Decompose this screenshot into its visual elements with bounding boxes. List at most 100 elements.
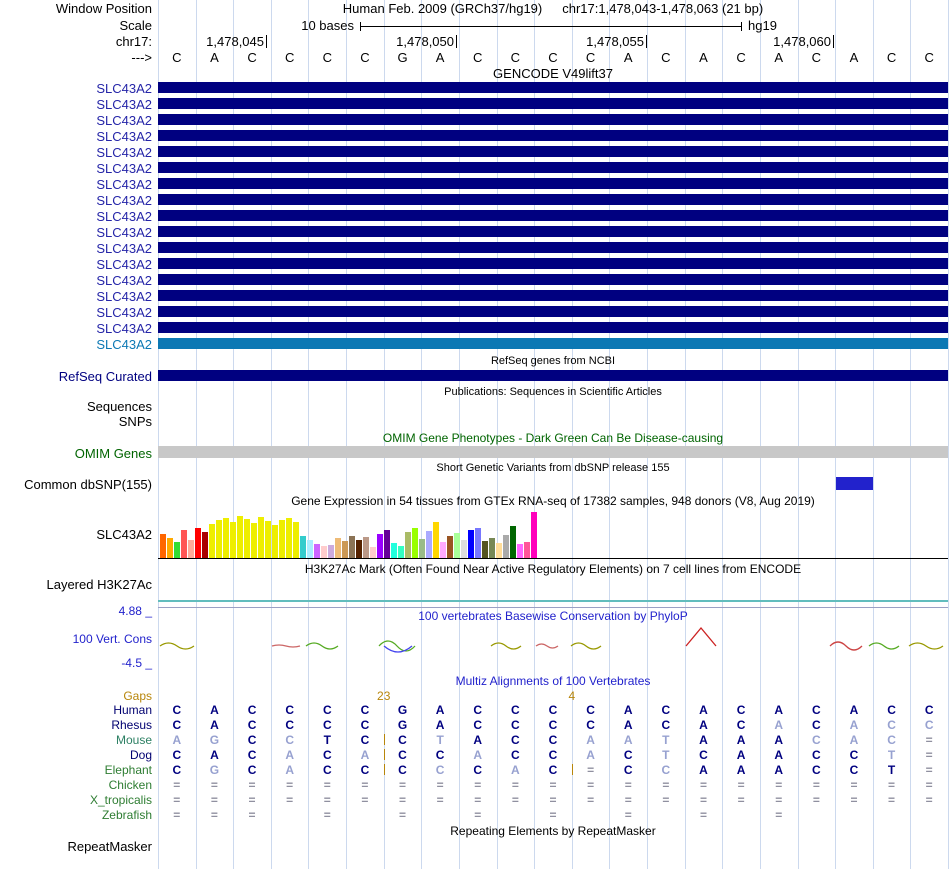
gtex-tissue-bar[interactable] bbox=[174, 542, 180, 558]
gtex-tissue-bar[interactable] bbox=[398, 546, 404, 558]
gencode-item-label[interactable]: SLC43A2 bbox=[96, 257, 152, 272]
gencode-transcript-bar[interactable] bbox=[158, 226, 948, 237]
gencode-item-label[interactable]: SLC43A2 bbox=[96, 129, 152, 144]
gtex-tissue-bar[interactable] bbox=[496, 543, 502, 558]
gencode-transcript-bar[interactable] bbox=[158, 338, 948, 349]
gtex-tissue-bar[interactable] bbox=[209, 524, 215, 558]
gtex-tissue-bar[interactable] bbox=[468, 530, 474, 558]
gencode-item-label[interactable]: SLC43A2 bbox=[96, 145, 152, 160]
gencode-transcript-bar[interactable] bbox=[158, 130, 948, 141]
gencode-transcript-bar[interactable] bbox=[158, 322, 948, 333]
gtex-tissue-bar[interactable] bbox=[195, 528, 201, 558]
gtex-tissue-bar[interactable] bbox=[440, 542, 446, 558]
refseq-curated-label[interactable]: RefSeq Curated bbox=[58, 369, 152, 384]
species-label-zebrafish[interactable]: Zebrafish bbox=[101, 808, 152, 822]
species-label-x_tropicalis[interactable]: X_tropicalis bbox=[89, 793, 152, 807]
gencode-item-label[interactable]: SLC43A2 bbox=[96, 177, 152, 192]
species-label-elephant[interactable]: Elephant bbox=[104, 763, 152, 777]
gencode-item-label[interactable]: SLC43A2 bbox=[96, 209, 152, 224]
gencode-item-label[interactable]: SLC43A2 bbox=[96, 81, 152, 96]
gtex-tissue-bar[interactable] bbox=[328, 545, 334, 558]
gtex-tissue-bar[interactable] bbox=[223, 518, 229, 558]
gtex-tissue-bar[interactable] bbox=[503, 535, 509, 558]
gencode-item-label[interactable]: SLC43A2 bbox=[96, 321, 152, 336]
gtex-tissue-bar[interactable] bbox=[230, 522, 236, 558]
gtex-tissue-bar[interactable] bbox=[461, 540, 467, 558]
gencode-transcript-bar[interactable] bbox=[158, 82, 948, 93]
gtex-tissue-bar[interactable] bbox=[510, 526, 516, 558]
species-label-human[interactable]: Human bbox=[113, 703, 152, 717]
gencode-transcript-bar[interactable] bbox=[158, 114, 948, 125]
refseq-transcript-bar[interactable] bbox=[158, 370, 948, 381]
phylop-track-label[interactable]: 100 Vert. Cons bbox=[72, 632, 152, 646]
gencode-item-label[interactable]: SLC43A2 bbox=[96, 225, 152, 240]
gtex-tissue-bar[interactable] bbox=[405, 532, 411, 558]
gtex-tissue-bar[interactable] bbox=[300, 536, 306, 558]
gencode-transcript-bar[interactable] bbox=[158, 258, 948, 269]
gtex-tissue-bar[interactable] bbox=[531, 512, 537, 558]
gtex-tissue-bar[interactable] bbox=[384, 530, 390, 558]
gtex-tissue-bar[interactable] bbox=[216, 520, 222, 558]
gtex-gene-label[interactable]: SLC43A2 bbox=[96, 527, 152, 542]
gtex-tissue-bar[interactable] bbox=[426, 531, 432, 558]
gtex-tissue-bar[interactable] bbox=[349, 536, 355, 558]
species-label-dog[interactable]: Dog bbox=[129, 748, 152, 762]
gtex-tissue-bar[interactable] bbox=[335, 538, 341, 558]
gtex-tissue-bar[interactable] bbox=[286, 518, 292, 558]
gtex-tissue-bar[interactable] bbox=[307, 540, 313, 558]
gtex-tissue-bar[interactable] bbox=[419, 539, 425, 558]
layered-h3k27ac-label[interactable]: Layered H3K27Ac bbox=[46, 577, 152, 592]
gencode-item-label[interactable]: SLC43A2 bbox=[96, 289, 152, 304]
gtex-tissue-bar[interactable] bbox=[279, 520, 285, 558]
gtex-tissue-bar[interactable] bbox=[244, 519, 250, 558]
gtex-tissue-bar[interactable] bbox=[167, 538, 173, 558]
gtex-tissue-bar[interactable] bbox=[363, 537, 369, 558]
gencode-transcript-bar[interactable] bbox=[158, 306, 948, 317]
repeatmasker-label[interactable]: RepeatMasker bbox=[67, 839, 152, 854]
species-label-mouse[interactable]: Mouse bbox=[115, 733, 152, 747]
sequences-label[interactable]: Sequences bbox=[86, 399, 152, 414]
gencode-item-label[interactable]: SLC43A2 bbox=[96, 161, 152, 176]
omim-gene-bar[interactable] bbox=[158, 446, 948, 458]
gtex-tissue-bar[interactable] bbox=[237, 516, 243, 558]
gtex-tissue-bar[interactable] bbox=[202, 532, 208, 558]
gtex-tissue-bar[interactable] bbox=[377, 534, 383, 558]
gtex-tissue-bar[interactable] bbox=[391, 543, 397, 558]
gtex-tissue-bar[interactable] bbox=[524, 542, 530, 558]
gencode-transcript-bar[interactable] bbox=[158, 290, 948, 301]
gencode-item-label[interactable]: SLC43A2 bbox=[96, 241, 152, 256]
gencode-item-label[interactable]: SLC43A2 bbox=[96, 337, 152, 352]
gtex-tissue-bar[interactable] bbox=[433, 522, 439, 558]
gencode-item-label[interactable]: SLC43A2 bbox=[96, 113, 152, 128]
gtex-tissue-bar[interactable] bbox=[272, 525, 278, 558]
gtex-tissue-bar[interactable] bbox=[258, 517, 264, 558]
gencode-item-label[interactable]: SLC43A2 bbox=[96, 97, 152, 112]
gtex-tissue-bar[interactable] bbox=[321, 546, 327, 558]
gtex-tissue-bar[interactable] bbox=[454, 533, 460, 558]
gencode-transcript-bar[interactable] bbox=[158, 178, 948, 189]
gtex-tissue-bar[interactable] bbox=[482, 541, 488, 558]
gencode-transcript-bar[interactable] bbox=[158, 146, 948, 157]
gtex-tissue-bar[interactable] bbox=[447, 536, 453, 558]
gtex-tissue-bar[interactable] bbox=[251, 523, 257, 558]
gtex-tissue-bar[interactable] bbox=[356, 540, 362, 558]
common-dbsnp-label[interactable]: Common dbSNP(155) bbox=[24, 477, 152, 492]
species-label-rhesus[interactable]: Rhesus bbox=[111, 718, 152, 732]
gencode-item-label[interactable]: SLC43A2 bbox=[96, 273, 152, 288]
gtex-tissue-bar[interactable] bbox=[370, 547, 376, 558]
gtex-tissue-bar[interactable] bbox=[314, 544, 320, 558]
species-label-chicken[interactable]: Chicken bbox=[108, 778, 152, 792]
gencode-transcript-bar[interactable] bbox=[158, 274, 948, 285]
gtex-tissue-bar[interactable] bbox=[160, 534, 166, 558]
gtex-tissue-bar[interactable] bbox=[181, 530, 187, 558]
gtex-tissue-bar[interactable] bbox=[188, 540, 194, 558]
omim-genes-label[interactable]: OMIM Genes bbox=[74, 446, 152, 461]
gtex-tissue-bar[interactable] bbox=[475, 528, 481, 558]
gencode-transcript-bar[interactable] bbox=[158, 194, 948, 205]
gencode-transcript-bar[interactable] bbox=[158, 210, 948, 221]
gtex-tissue-bar[interactable] bbox=[412, 528, 418, 558]
gtex-tissue-bar[interactable] bbox=[342, 541, 348, 558]
snps-label[interactable]: SNPs bbox=[118, 414, 152, 429]
gtex-tissue-bar[interactable] bbox=[265, 521, 271, 558]
gencode-transcript-bar[interactable] bbox=[158, 98, 948, 109]
